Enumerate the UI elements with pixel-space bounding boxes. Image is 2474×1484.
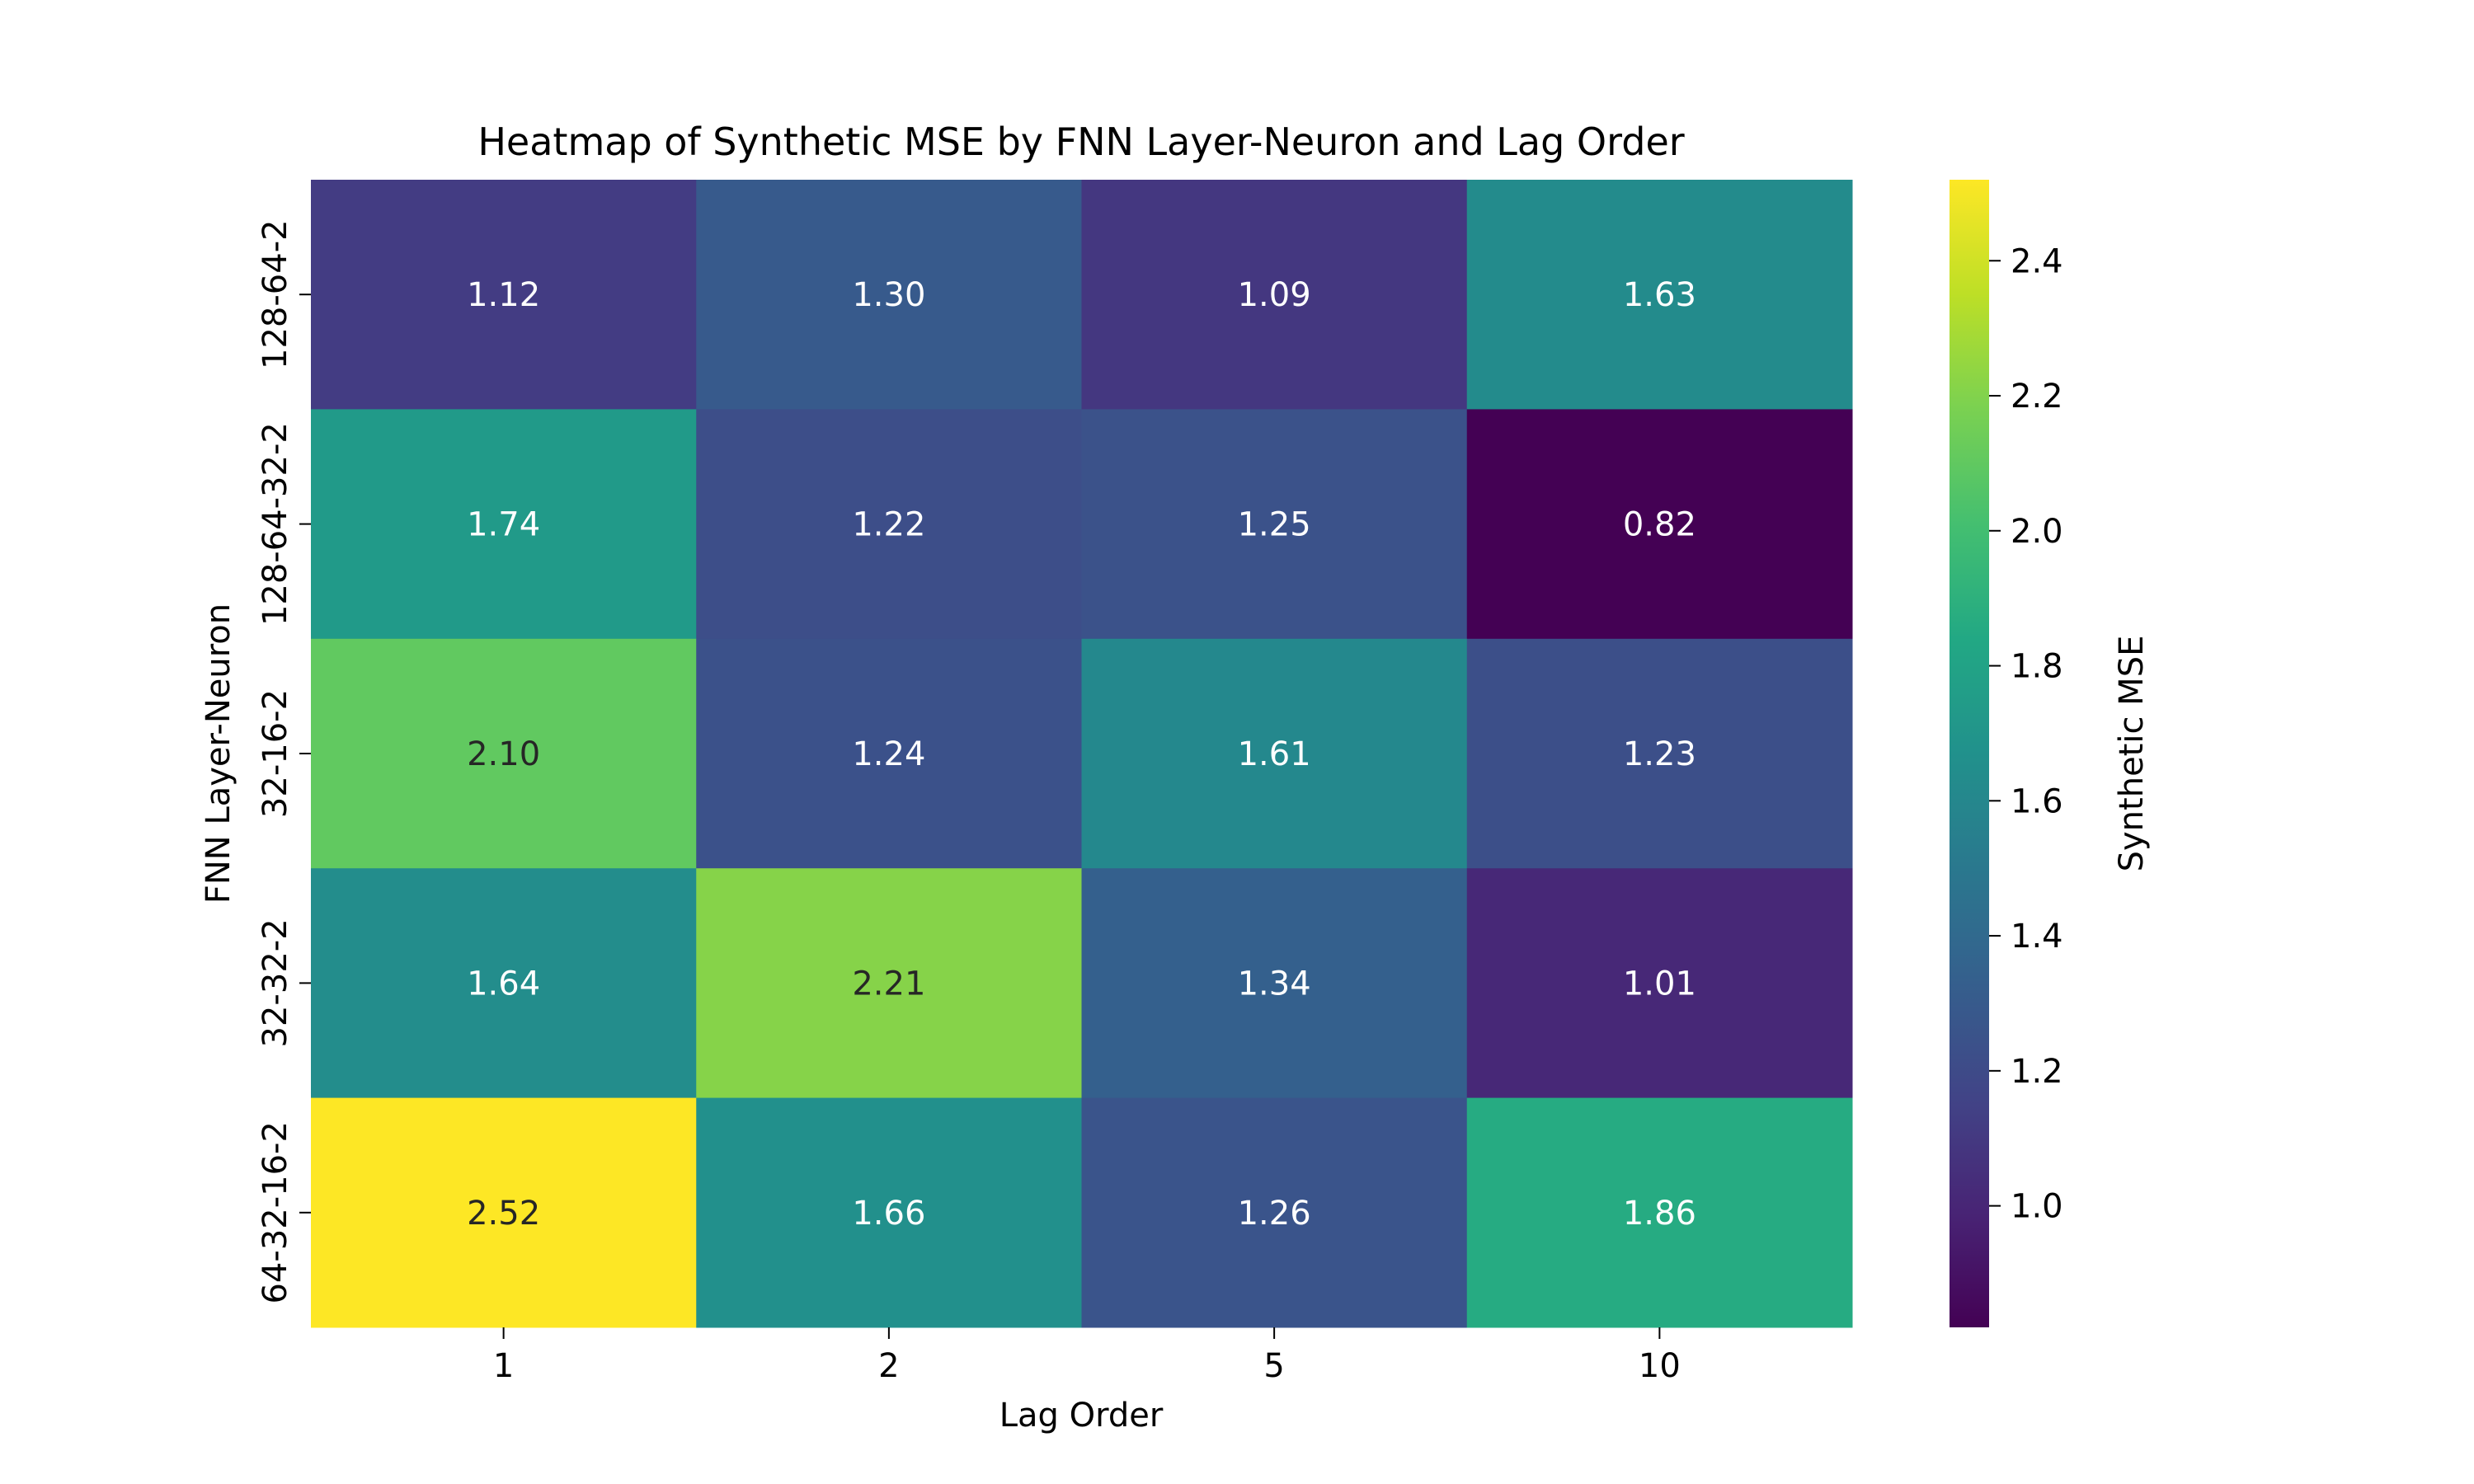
colorbar-tick-label: 1.2	[2011, 1053, 2063, 1091]
cell-value-label: 1.23	[1623, 735, 1696, 773]
colorbar-label: Synthetic MSE	[2113, 636, 2151, 872]
x-tick-label: 1	[493, 1347, 514, 1385]
heatmap-cell	[696, 180, 1082, 410]
cell-value-label: 1.34	[1238, 965, 1311, 1003]
heatmap-cell	[311, 180, 697, 410]
heatmap-cell	[1466, 868, 1853, 1099]
heatmap-cell	[1081, 638, 1468, 869]
cell-value-label: 2.21	[852, 965, 925, 1003]
y-tick-label: 64-32-16-2	[256, 1121, 294, 1303]
x-tick-label: 2	[878, 1347, 899, 1385]
x-axis-label: Lag Order	[999, 1397, 1164, 1435]
heatmap-cell	[1081, 868, 1468, 1099]
cell-value-label: 1.74	[467, 506, 540, 544]
colorbar-tick-label: 2.0	[2011, 513, 2063, 551]
cell-value-label: 1.09	[1238, 276, 1311, 314]
colorbar-ticks: 1.0 1.2 1.4 1.6 1.8 2.0 2.2 2.4	[1989, 242, 2063, 1226]
heatmap-cell	[696, 409, 1082, 640]
chart-title: Heatmap of Synthetic MSE by FNN Layer-Ne…	[477, 120, 1684, 164]
heatmap-cell	[696, 638, 1082, 869]
heatmap-cell	[1081, 180, 1468, 410]
heatmap-cell	[696, 1097, 1082, 1328]
heatmap-cells: 1.12 1.30 1.09 1.63 1.74 1.22 1.25 0.82 2.10 1.24…	[311, 180, 1853, 1328]
colorbar-tick-label: 2.2	[2011, 378, 2063, 416]
heatmap-cell	[311, 409, 697, 640]
y-axis-label: FNN Layer-Neuron	[200, 603, 238, 904]
cell-value-label: 1.26	[1238, 1195, 1311, 1233]
cell-value-label: 1.64	[467, 965, 540, 1003]
heatmap-cell	[1466, 1097, 1853, 1328]
cell-value-label: 1.86	[1623, 1195, 1696, 1233]
colorbar-tick-label: 1.4	[2011, 918, 2063, 956]
cell-value-label: 1.66	[852, 1195, 925, 1233]
heatmap-cell	[1466, 638, 1853, 869]
cell-value-label: 1.12	[467, 276, 540, 314]
heatmap-cell	[1466, 180, 1853, 410]
heatmap-cell	[311, 1097, 697, 1328]
colorbar-tick-label: 1.8	[2011, 648, 2063, 686]
colorbar-tick-label: 1.6	[2011, 782, 2063, 820]
cell-value-label: 1.30	[852, 276, 925, 314]
heatmap-cell	[311, 868, 697, 1099]
cell-value-label: 2.10	[467, 735, 540, 773]
heatmap-cell	[1081, 1097, 1468, 1328]
x-tick-label: 5	[1263, 1347, 1284, 1385]
cell-value-label: 1.24	[852, 735, 925, 773]
colorbar	[1950, 180, 1989, 1327]
heatmap-cell	[1081, 409, 1468, 640]
cell-value-label: 2.52	[467, 1195, 540, 1233]
cell-value-label: 1.63	[1623, 276, 1696, 314]
x-tick-label: 10	[1639, 1347, 1681, 1385]
cell-value-label: 1.01	[1623, 965, 1696, 1003]
cell-value-label: 1.25	[1238, 506, 1311, 544]
heatmap-cell	[1466, 409, 1853, 640]
y-tick-label: 128-64-2	[256, 219, 294, 369]
colorbar-tick-label: 2.4	[2011, 242, 2063, 280]
y-tick-label: 128-64-32-2	[256, 422, 294, 626]
colorbar-tick-label: 1.0	[2011, 1188, 2063, 1226]
y-tick-label: 32-16-2	[256, 689, 294, 818]
cell-value-label: 0.82	[1623, 506, 1696, 544]
x-axis: 1 2 5 10	[493, 1327, 1681, 1385]
y-tick-label: 32-32-2	[256, 918, 294, 1047]
heatmap-cell	[696, 868, 1082, 1099]
heatmap-cell	[311, 638, 697, 869]
cell-value-label: 1.22	[852, 506, 925, 544]
y-axis: 128-64-2 128-64-32-2 32-16-2 32-32-2 64-32-1…	[256, 219, 311, 1304]
cell-value-label: 1.61	[1238, 735, 1311, 773]
